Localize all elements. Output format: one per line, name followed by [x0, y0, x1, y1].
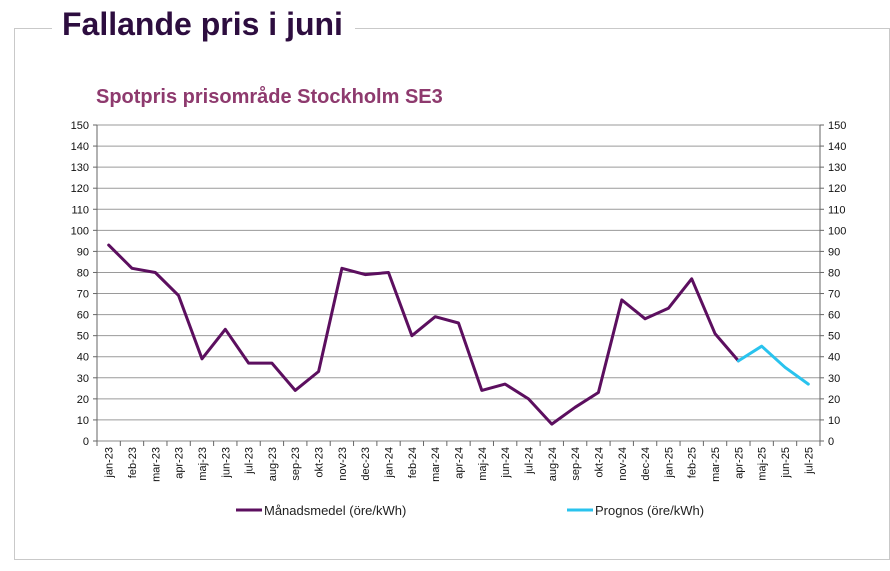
- x-tick-label: maj-25: [757, 447, 769, 481]
- y-axis-right: 0 10 20 30 40 50 60 70 80 90 100 110 120 130 140 150: [819, 120, 846, 448]
- y-tick-label: 20: [828, 394, 840, 406]
- x-tick-label: mar-24: [430, 447, 442, 482]
- y-tick-label: 140: [828, 141, 846, 153]
- y-tick-label: 90: [828, 246, 840, 258]
- legend: Månadsmedel (öre/kWh) Prognos (öre/kWh): [236, 503, 704, 518]
- y-tick-label: 130: [71, 162, 89, 174]
- y-tick-label: 120: [828, 183, 846, 195]
- y-tick-label: 60: [828, 310, 840, 322]
- x-tick-label: sep-24: [570, 447, 582, 481]
- x-tick-label: apr-24: [454, 447, 466, 479]
- x-tick-label: maj-23: [197, 447, 209, 481]
- x-axis: jan-23 feb-23 mar-23 apr-23 maj-23 jun-23 jul-…: [96, 441, 821, 482]
- y-tick-label: 80: [77, 267, 89, 279]
- y-tick-label: 60: [77, 310, 89, 322]
- y-tick-label: 50: [77, 331, 89, 343]
- y-tick-label: 100: [71, 225, 89, 237]
- x-tick-label: jun-24: [500, 447, 512, 479]
- y-tick-label: 10: [77, 415, 89, 427]
- x-tick-label: jul-25: [803, 447, 815, 475]
- y-tick-label: 140: [71, 141, 89, 153]
- x-tick-label: jun-23: [220, 447, 232, 479]
- y-tick-label: 40: [828, 352, 840, 364]
- x-tick-label: jan-23: [104, 447, 116, 479]
- x-tick-label: apr-23: [174, 447, 186, 479]
- gridlines: [97, 124, 820, 442]
- y-tick-label: 10: [828, 415, 840, 427]
- legend-label: Månadsmedel (öre/kWh): [264, 503, 406, 518]
- x-tick-label: aug-23: [267, 447, 279, 481]
- x-tick-label: jun-25: [780, 447, 792, 479]
- page-heading: Fallande pris i juni: [52, 2, 355, 46]
- y-tick-label: 30: [828, 373, 840, 385]
- y-tick-label: 90: [77, 246, 89, 258]
- y-tick-label: 50: [828, 331, 840, 343]
- series-lines: [107, 243, 810, 426]
- y-tick-label: 70: [828, 289, 840, 301]
- x-tick-label: jan-24: [384, 447, 396, 479]
- y-axis-left: 0 10 20 30 40 50 60 70 80 90 100 110 120 130 140 150: [71, 120, 98, 448]
- y-tick-label: 70: [77, 289, 89, 301]
- series-line: [736, 344, 810, 386]
- x-tick-label: jul-24: [523, 447, 535, 475]
- x-tick-label: maj-24: [477, 447, 489, 481]
- x-tick-label: sep-23: [290, 447, 302, 481]
- chart-title: Spotpris prisområde Stockholm SE3: [96, 86, 443, 108]
- x-tick-label: aug-24: [547, 447, 559, 481]
- legend-label: Prognos (öre/kWh): [595, 503, 704, 518]
- x-tick-label: apr-25: [733, 447, 745, 479]
- y-tick-label: 110: [828, 204, 846, 216]
- y-tick-label: 20: [77, 394, 89, 406]
- y-tick-label: 30: [77, 373, 89, 385]
- y-tick-label: 110: [71, 204, 89, 216]
- x-tick-label: mar-25: [710, 447, 722, 482]
- y-tick-label: 150: [828, 120, 846, 132]
- y-tick-label: 80: [828, 267, 840, 279]
- x-tick-label: feb-25: [687, 447, 699, 478]
- x-tick-label: okt-23: [314, 447, 326, 478]
- x-tick-label: jan-25: [663, 447, 675, 479]
- series-line: [107, 243, 740, 426]
- x-tick-label: okt-24: [593, 447, 605, 478]
- x-tick-label: nov-23: [337, 447, 349, 481]
- y-tick-label: 0: [828, 436, 834, 448]
- x-tick-label: jul-23: [244, 447, 256, 475]
- x-tick-label: dec-24: [640, 447, 652, 481]
- y-tick-label: 150: [71, 120, 89, 132]
- y-tick-label: 130: [828, 162, 846, 174]
- x-tick-label: nov-24: [617, 447, 629, 481]
- y-tick-label: 120: [71, 183, 89, 195]
- x-tick-label: feb-23: [127, 447, 139, 478]
- y-tick-label: 40: [77, 352, 89, 364]
- x-tick-label: dec-23: [360, 447, 372, 481]
- y-tick-label: 100: [828, 225, 846, 237]
- x-tick-label: feb-24: [407, 447, 419, 478]
- x-tick-label: mar-23: [150, 447, 162, 482]
- y-tick-label: 0: [83, 436, 89, 448]
